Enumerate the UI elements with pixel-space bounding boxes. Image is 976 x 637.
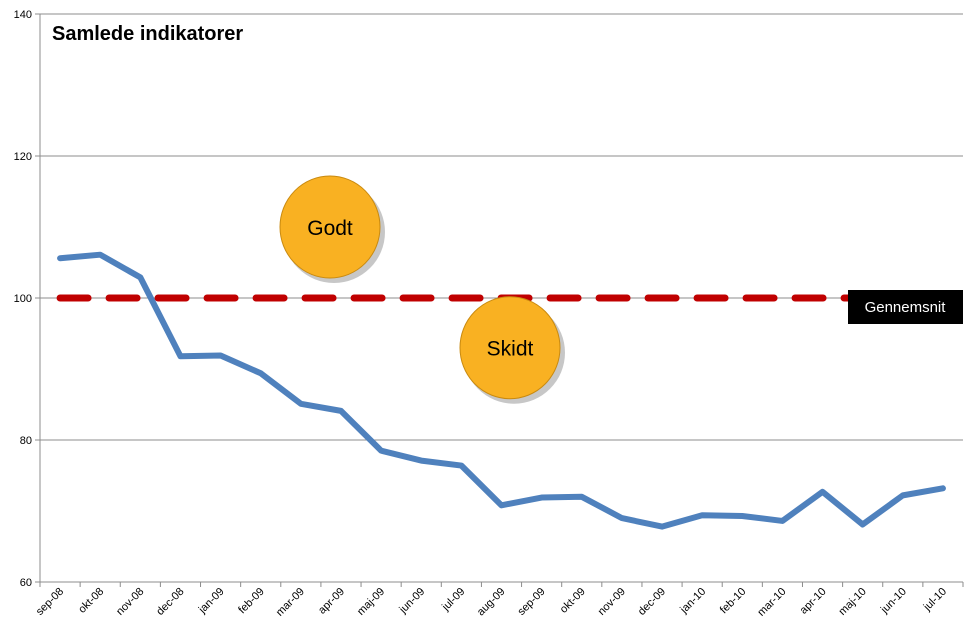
x-tick-label-aug-09: aug-09: [475, 586, 508, 619]
annotation-label-skidt: Skidt: [487, 338, 534, 361]
y-tick-label-100: 100: [14, 293, 32, 305]
y-tick-label-80: 80: [20, 435, 32, 447]
x-tick-label-sep-09: sep-09: [515, 586, 547, 618]
x-tick-label-jan-09: jan-09: [196, 586, 227, 617]
x-tick-label-feb-10: feb-10: [718, 586, 749, 617]
x-tick-label-dec-08: dec-08: [154, 586, 186, 618]
series-line-0: [57, 251, 946, 530]
x-tick-label-jun-09: jun-09: [397, 586, 428, 617]
x-tick-label-maj-09: maj-09: [355, 586, 387, 618]
x-tick-label-jul-10: jul-10: [921, 586, 949, 614]
x-tick-label-jul-09: jul-09: [439, 586, 467, 614]
y-tick-label-120: 120: [14, 151, 32, 163]
x-tick-label-mar-10: mar-10: [755, 586, 788, 619]
annotation-bubble-godt: [279, 175, 381, 279]
x-tick-label-nov-08: nov-08: [114, 586, 146, 618]
annotation-label-godt: Godt: [307, 217, 353, 240]
x-tick-label-jun-10: jun-10: [878, 586, 909, 617]
x-axis-ticks: sep-08 okt-08 nov-08 dec-08 jan-09 feb-09 mar-…: [34, 582, 964, 619]
x-tick-label-okt-09: okt-09: [558, 586, 588, 616]
y-axis-ticks: 60 80 100 120 140: [14, 9, 40, 589]
x-tick-label-sep-08: sep-08: [34, 586, 66, 618]
x-tick-label-dec-09: dec-09: [636, 586, 668, 618]
y-tick-label-140: 140: [14, 9, 32, 21]
chart-title: Samlede indikatorer: [52, 23, 243, 45]
x-tick-label-mar-09: mar-09: [274, 586, 307, 619]
legend-gennemsnit: Gennemsnit: [848, 290, 963, 324]
legend-box: [848, 290, 963, 324]
x-tick-label-feb-09: feb-09: [236, 586, 267, 617]
x-tick-label-nov-09: nov-09: [596, 586, 628, 618]
annotation-bubble-skidt: [459, 296, 561, 400]
x-tick-label-jan-10: jan-10: [677, 586, 708, 617]
annotations: Godt Skidt: [279, 175, 565, 404]
x-tick-label-maj-10: maj-10: [837, 586, 869, 618]
x-tick-label-apr-10: apr-10: [798, 586, 829, 617]
y-tick-label-60: 60: [20, 577, 32, 589]
x-tick-label-okt-08: okt-08: [76, 586, 106, 616]
legend-label: Gennemsnit: [865, 299, 947, 316]
x-tick-label-apr-09: apr-09: [316, 586, 347, 617]
